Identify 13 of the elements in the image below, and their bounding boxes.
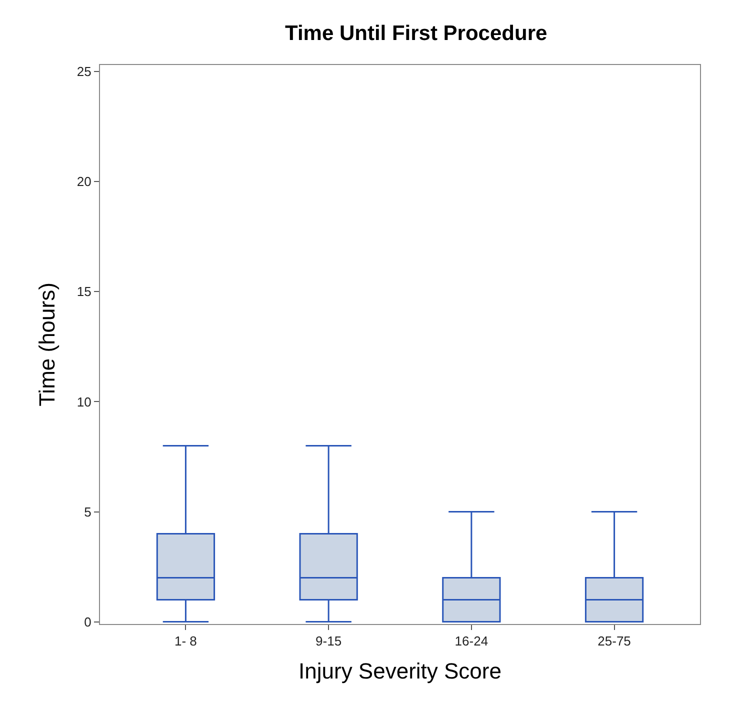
y-tick-label: 15 [76, 284, 92, 300]
x-tick-label: 9-15 [316, 634, 342, 649]
y-tick-label: 10 [76, 394, 92, 410]
chart-title: Time Until First Procedure [285, 22, 548, 45]
y-tick-label: 5 [84, 504, 92, 520]
y-tick-label: 25 [76, 64, 92, 80]
y-axis-title: Time (hours) [34, 282, 60, 406]
x-tick-label: 16-24 [454, 634, 488, 649]
x-axis-title: Injury Severity Score [298, 658, 502, 684]
x-tick-label: 1- 8 [174, 634, 197, 649]
y-tick-label: 20 [76, 174, 92, 190]
y-tick-label: 0 [84, 614, 92, 630]
x-tick-label: 25-75 [598, 634, 631, 649]
